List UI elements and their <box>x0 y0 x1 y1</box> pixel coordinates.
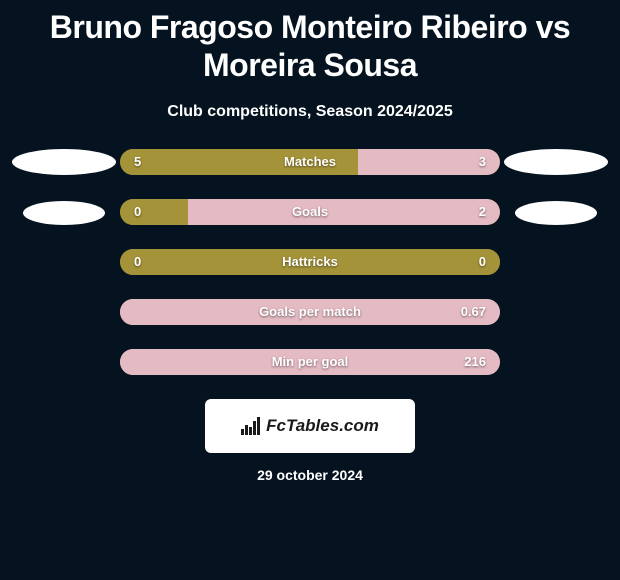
bar-matches: 5 Matches 3 <box>120 149 500 175</box>
oval-left-lg <box>12 149 116 175</box>
bar-hattricks: 0 Hattricks 0 <box>120 249 500 275</box>
value-right: 0.67 <box>461 299 486 325</box>
player-left-marker <box>8 149 120 175</box>
stat-label: Goals <box>120 199 500 225</box>
stat-row-gpm: Goals per match 0.67 <box>8 299 612 325</box>
oval-left-md <box>23 201 105 225</box>
stat-label: Goals per match <box>120 299 500 325</box>
subtitle: Club competitions, Season 2024/2025 <box>0 103 620 121</box>
oval-right-lg <box>504 149 608 175</box>
value-right: 0 <box>479 249 486 275</box>
oval-right-md <box>515 201 597 225</box>
player-right-marker <box>500 149 612 175</box>
value-right: 3 <box>479 149 486 175</box>
date-label: 29 october 2024 <box>0 467 620 483</box>
value-right: 2 <box>479 199 486 225</box>
bar-mpg: Min per goal 216 <box>120 349 500 375</box>
player-right-marker <box>500 199 612 225</box>
footer-label: FcTables.com <box>266 416 379 436</box>
value-right: 216 <box>464 349 486 375</box>
bar-chart-icon <box>241 417 260 435</box>
comparison-chart: 5 Matches 3 0 Goals 2 0 Hattricks <box>0 149 620 375</box>
bar-gpm: Goals per match 0.67 <box>120 299 500 325</box>
stat-label: Matches <box>120 149 500 175</box>
page-title: Bruno Fragoso Monteiro Ribeiro vs Moreir… <box>0 0 620 85</box>
stat-row-hattricks: 0 Hattricks 0 <box>8 249 612 275</box>
stat-label: Min per goal <box>120 349 500 375</box>
stat-label: Hattricks <box>120 249 500 275</box>
stat-row-mpg: Min per goal 216 <box>8 349 612 375</box>
footer-badge: FcTables.com <box>205 399 415 453</box>
stat-row-matches: 5 Matches 3 <box>8 149 612 175</box>
stat-row-goals: 0 Goals 2 <box>8 199 612 225</box>
player-left-marker <box>8 199 120 225</box>
bar-goals: 0 Goals 2 <box>120 199 500 225</box>
